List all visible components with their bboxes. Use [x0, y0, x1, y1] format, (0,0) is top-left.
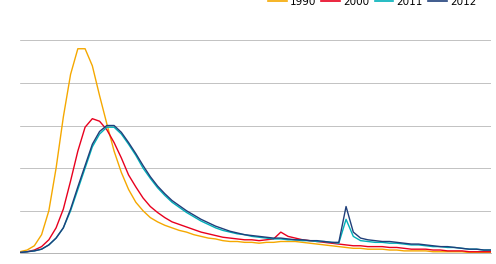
- 2011: [17, 251, 23, 254]
- 2000: [140, 196, 146, 200]
- Line: 2012: 2012: [20, 125, 491, 253]
- 2000: [17, 251, 23, 254]
- 2011: [104, 126, 110, 129]
- 1990: [234, 240, 240, 243]
- Line: 2000: 2000: [20, 119, 491, 253]
- 2011: [488, 248, 494, 252]
- 1990: [53, 167, 59, 170]
- 2011: [140, 167, 146, 170]
- 2012: [488, 248, 494, 252]
- 1990: [169, 226, 175, 229]
- 2012: [227, 230, 233, 233]
- 2011: [169, 201, 175, 204]
- 2012: [140, 164, 146, 167]
- 1990: [488, 251, 494, 254]
- 2012: [53, 237, 59, 240]
- 2012: [459, 247, 465, 250]
- 1990: [75, 47, 81, 50]
- 2012: [17, 251, 23, 254]
- 2000: [89, 117, 95, 120]
- 1990: [394, 248, 400, 252]
- 2012: [104, 124, 110, 127]
- 1990: [17, 250, 23, 253]
- 2011: [459, 247, 465, 250]
- Line: 2011: 2011: [20, 127, 491, 253]
- 2000: [488, 250, 494, 253]
- 2012: [394, 241, 400, 244]
- 1990: [466, 251, 472, 254]
- 1990: [227, 240, 233, 243]
- 2011: [53, 237, 59, 240]
- 2000: [394, 246, 400, 249]
- 2012: [169, 199, 175, 202]
- 2011: [394, 242, 400, 245]
- Line: 1990: 1990: [20, 49, 491, 253]
- 2000: [227, 237, 233, 240]
- 2000: [169, 220, 175, 223]
- 2000: [53, 226, 59, 229]
- 2000: [459, 249, 465, 252]
- 1990: [140, 209, 146, 212]
- Legend: 1990, 2000, 2011, 2012: 1990, 2000, 2011, 2012: [268, 0, 476, 7]
- 2011: [227, 230, 233, 234]
